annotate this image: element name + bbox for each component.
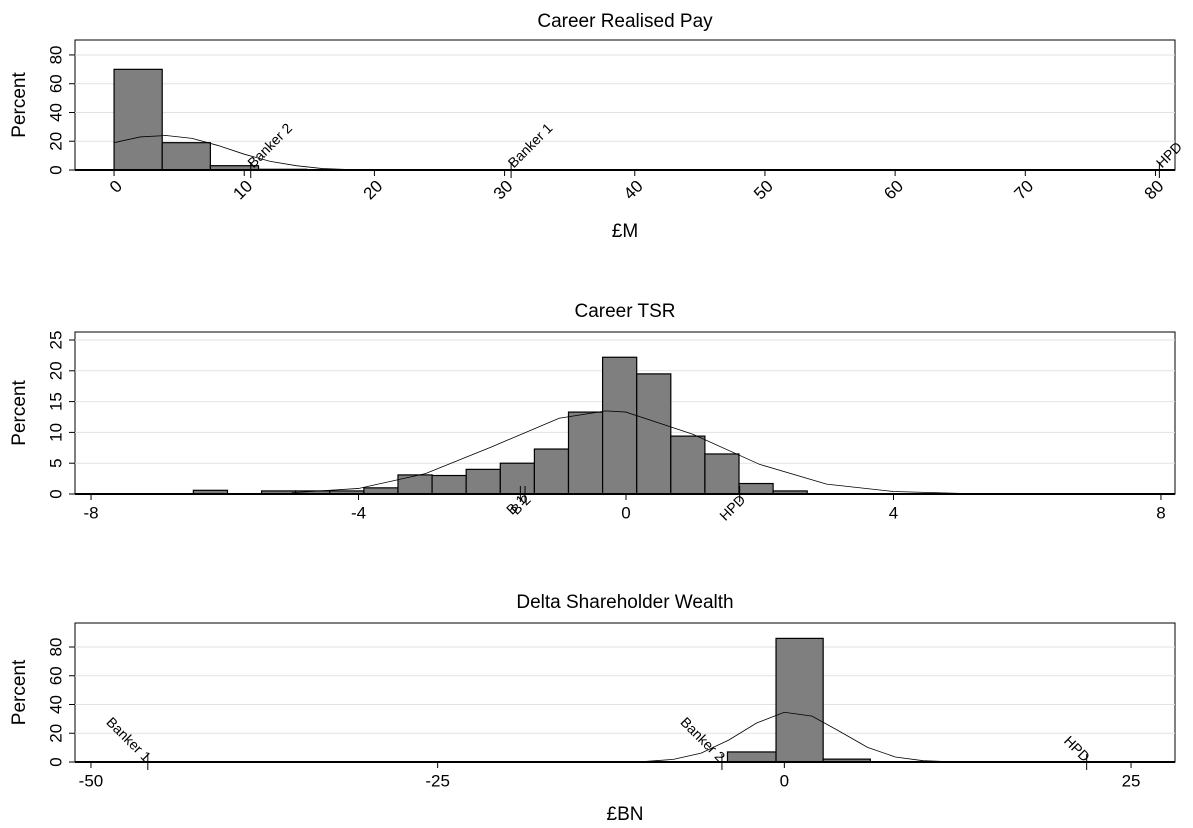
histogram-bar [704, 453, 740, 495]
y-tick-label: 15 [46, 392, 65, 411]
y-axis-label: Percent [9, 380, 30, 446]
histogram-bar [636, 373, 672, 495]
histogram-bar [161, 142, 211, 171]
histogram-bar [726, 751, 777, 763]
chart-title: Delta Shareholder Wealth [516, 592, 733, 613]
histogram-bar [465, 468, 501, 495]
y-tick-label: 20 [46, 361, 65, 380]
x-tick-label: 50 [750, 177, 777, 204]
x-tick-label: 10 [229, 177, 256, 204]
y-tick-label: 20 [46, 724, 65, 743]
y-tick-label: 0 [46, 165, 65, 174]
y-tick-label: 60 [46, 666, 65, 685]
x-tick-label: -50 [79, 771, 104, 790]
x-tick-label: 40 [620, 177, 647, 204]
x-tick-label: 20 [360, 177, 387, 204]
y-axis-label: Percent [9, 72, 30, 138]
x-tick-label: -4 [351, 503, 366, 522]
y-tick-label: 40 [46, 695, 65, 714]
chart-title: Career Realised Pay [537, 11, 713, 32]
x-tick-label: 4 [889, 503, 898, 522]
normal-curve [291, 410, 961, 494]
annotation-label: HPD [716, 491, 748, 523]
x-tick-label: 60 [880, 177, 907, 204]
y-tick-label: 10 [46, 423, 65, 442]
histogram-bar [567, 411, 604, 495]
y-tick-label: 0 [46, 489, 65, 498]
chart-title: Career TSR [574, 301, 675, 322]
histogram-bar [113, 68, 163, 171]
histogram-bar [670, 435, 706, 495]
normal-curve [113, 135, 349, 170]
histogram-bar [533, 448, 570, 495]
x-tick-label: 0 [621, 503, 630, 522]
x-tick-label: 80 [1141, 177, 1168, 204]
x-tick-label: 25 [1122, 771, 1141, 790]
y-tick-label: 80 [46, 638, 65, 657]
x-tick-label: 30 [490, 177, 517, 204]
y-tick-label: 25 [46, 331, 65, 350]
y-axis-label: Percent [9, 659, 30, 725]
normal-curve [645, 711, 951, 763]
x-tick-label: 70 [1010, 177, 1037, 204]
x-axis-label: £M [612, 221, 638, 242]
plot-area [74, 622, 1176, 763]
x-axis-label: £BN [607, 804, 644, 825]
y-tick-label: 20 [46, 132, 65, 151]
histogram-bar [601, 356, 638, 495]
histogram-bar [397, 474, 433, 495]
x-tick-label: 0 [780, 771, 789, 790]
y-tick-label: 80 [46, 45, 65, 64]
histogram-bar [738, 482, 774, 495]
x-tick-label: -25 [425, 771, 450, 790]
histogram-bar [431, 474, 467, 495]
histogram-bar [499, 462, 535, 495]
x-tick-label: 0 [106, 177, 126, 197]
y-tick-label: 60 [46, 74, 65, 93]
histogram-bar [775, 637, 824, 763]
y-tick-label: 40 [46, 103, 65, 122]
plot-area [74, 39, 1176, 171]
y-tick-label: 0 [46, 757, 65, 766]
x-tick-label: -8 [83, 503, 98, 522]
x-tick-label: 8 [1156, 503, 1165, 522]
y-tick-label: 5 [46, 458, 65, 467]
